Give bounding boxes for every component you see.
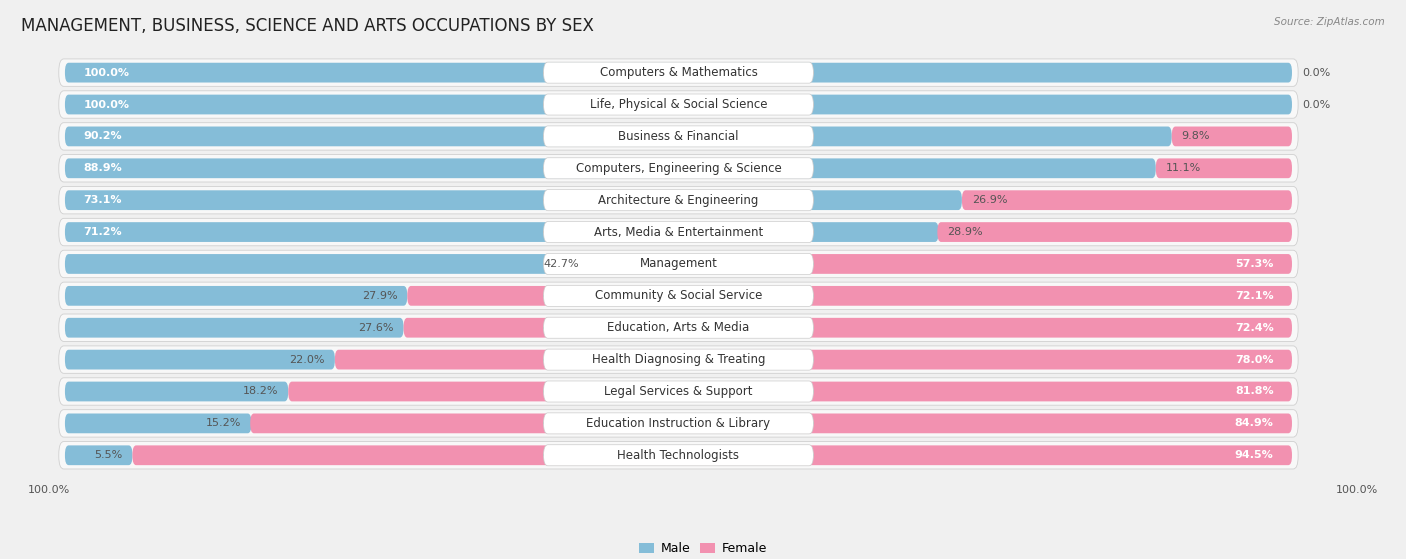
Text: Computers & Mathematics: Computers & Mathematics (599, 66, 758, 79)
FancyBboxPatch shape (544, 349, 814, 370)
Text: 15.2%: 15.2% (207, 418, 242, 428)
Legend: Male, Female: Male, Female (634, 537, 772, 559)
Text: Education Instruction & Library: Education Instruction & Library (586, 417, 770, 430)
FancyBboxPatch shape (544, 126, 814, 147)
Text: 94.5%: 94.5% (1234, 450, 1274, 460)
FancyBboxPatch shape (65, 414, 252, 433)
Text: 71.2%: 71.2% (83, 227, 122, 237)
Text: Source: ZipAtlas.com: Source: ZipAtlas.com (1274, 17, 1385, 27)
FancyBboxPatch shape (938, 222, 1292, 242)
FancyBboxPatch shape (335, 350, 1292, 369)
FancyBboxPatch shape (544, 413, 814, 434)
Text: 72.1%: 72.1% (1234, 291, 1274, 301)
FancyBboxPatch shape (59, 122, 1298, 150)
FancyBboxPatch shape (65, 318, 404, 338)
FancyBboxPatch shape (65, 446, 132, 465)
Text: Architecture & Engineering: Architecture & Engineering (599, 193, 759, 207)
FancyBboxPatch shape (962, 190, 1292, 210)
FancyBboxPatch shape (59, 155, 1298, 182)
FancyBboxPatch shape (250, 414, 1292, 433)
FancyBboxPatch shape (544, 221, 814, 243)
Text: 84.9%: 84.9% (1234, 418, 1274, 428)
Text: Health Technologists: Health Technologists (617, 449, 740, 462)
Text: Health Diagnosing & Treating: Health Diagnosing & Treating (592, 353, 765, 366)
FancyBboxPatch shape (544, 158, 814, 179)
FancyBboxPatch shape (589, 254, 1292, 274)
FancyBboxPatch shape (65, 254, 589, 274)
Text: 27.9%: 27.9% (361, 291, 398, 301)
FancyBboxPatch shape (544, 253, 814, 274)
Text: 0.0%: 0.0% (1302, 100, 1330, 110)
Text: 18.2%: 18.2% (243, 386, 278, 396)
Text: 11.1%: 11.1% (1166, 163, 1201, 173)
FancyBboxPatch shape (59, 346, 1298, 373)
Text: Computers, Engineering & Science: Computers, Engineering & Science (575, 162, 782, 175)
FancyBboxPatch shape (59, 91, 1298, 119)
Text: 73.1%: 73.1% (83, 195, 122, 205)
FancyBboxPatch shape (65, 286, 408, 306)
FancyBboxPatch shape (59, 410, 1298, 437)
Text: Management: Management (640, 258, 717, 271)
Text: Legal Services & Support: Legal Services & Support (605, 385, 752, 398)
FancyBboxPatch shape (59, 314, 1298, 342)
FancyBboxPatch shape (288, 382, 1292, 401)
FancyBboxPatch shape (59, 250, 1298, 278)
Text: 100.0%: 100.0% (28, 485, 70, 495)
Text: Life, Physical & Social Science: Life, Physical & Social Science (589, 98, 768, 111)
FancyBboxPatch shape (544, 94, 814, 115)
FancyBboxPatch shape (544, 62, 814, 83)
Text: 72.4%: 72.4% (1234, 323, 1274, 333)
FancyBboxPatch shape (1171, 126, 1292, 146)
Text: Business & Financial: Business & Financial (619, 130, 738, 143)
Text: 28.9%: 28.9% (948, 227, 983, 237)
FancyBboxPatch shape (65, 190, 962, 210)
FancyBboxPatch shape (404, 318, 1292, 338)
FancyBboxPatch shape (65, 350, 335, 369)
Text: 57.3%: 57.3% (1236, 259, 1274, 269)
Text: 27.6%: 27.6% (359, 323, 394, 333)
Text: 88.9%: 88.9% (83, 163, 122, 173)
Text: 81.8%: 81.8% (1234, 386, 1274, 396)
Text: 100.0%: 100.0% (1336, 485, 1378, 495)
Text: 78.0%: 78.0% (1234, 354, 1274, 364)
FancyBboxPatch shape (59, 219, 1298, 246)
FancyBboxPatch shape (59, 282, 1298, 310)
FancyBboxPatch shape (59, 442, 1298, 469)
FancyBboxPatch shape (59, 378, 1298, 405)
FancyBboxPatch shape (1156, 158, 1292, 178)
FancyBboxPatch shape (65, 158, 1156, 178)
FancyBboxPatch shape (65, 126, 1171, 146)
Text: MANAGEMENT, BUSINESS, SCIENCE AND ARTS OCCUPATIONS BY SEX: MANAGEMENT, BUSINESS, SCIENCE AND ARTS O… (21, 17, 593, 35)
FancyBboxPatch shape (544, 190, 814, 211)
FancyBboxPatch shape (132, 446, 1292, 465)
FancyBboxPatch shape (65, 63, 1292, 83)
Text: Arts, Media & Entertainment: Arts, Media & Entertainment (593, 226, 763, 239)
Text: Education, Arts & Media: Education, Arts & Media (607, 321, 749, 334)
FancyBboxPatch shape (65, 94, 1292, 115)
FancyBboxPatch shape (59, 187, 1298, 214)
FancyBboxPatch shape (65, 222, 939, 242)
FancyBboxPatch shape (544, 317, 814, 338)
Text: 90.2%: 90.2% (83, 131, 122, 141)
Text: 22.0%: 22.0% (290, 354, 325, 364)
Text: 9.8%: 9.8% (1181, 131, 1211, 141)
FancyBboxPatch shape (408, 286, 1292, 306)
FancyBboxPatch shape (544, 445, 814, 466)
Text: 100.0%: 100.0% (83, 68, 129, 78)
FancyBboxPatch shape (544, 285, 814, 306)
Text: Community & Social Service: Community & Social Service (595, 290, 762, 302)
FancyBboxPatch shape (59, 59, 1298, 86)
Text: 100.0%: 100.0% (83, 100, 129, 110)
FancyBboxPatch shape (544, 381, 814, 402)
Text: 26.9%: 26.9% (972, 195, 1007, 205)
Text: 5.5%: 5.5% (94, 450, 122, 460)
FancyBboxPatch shape (65, 382, 288, 401)
Text: 42.7%: 42.7% (544, 259, 579, 269)
Text: 0.0%: 0.0% (1302, 68, 1330, 78)
